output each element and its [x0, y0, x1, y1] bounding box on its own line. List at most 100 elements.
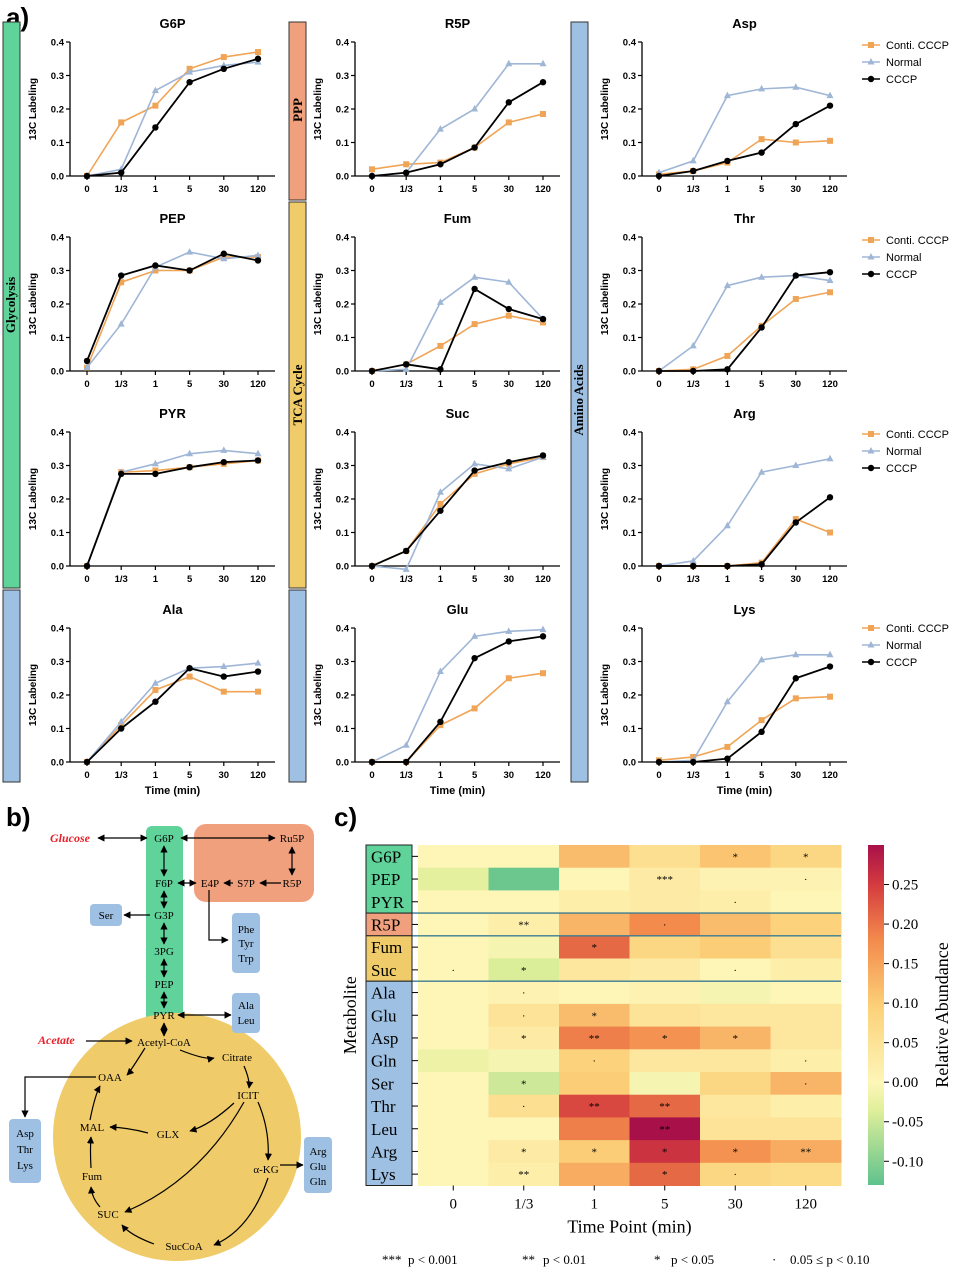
heatmap-cell [770, 1140, 842, 1164]
row-label-asp: Asp [371, 1029, 398, 1048]
x-tick-label: 1 [153, 184, 159, 195]
x-axis-label: Time (min) [430, 785, 486, 797]
data-point-conti [471, 470, 478, 477]
heatmap-cell [629, 981, 701, 1005]
glucose-label: Glucose [50, 831, 91, 845]
data-point-conti [792, 295, 799, 302]
col-label: 5 [661, 1197, 669, 1213]
data-point-cccp [792, 675, 799, 682]
heatmap-cell [559, 913, 630, 937]
y-tick-label: 0.4 [623, 428, 637, 439]
x-tick-label: 0 [656, 574, 661, 585]
data-point-normal [436, 488, 444, 495]
data-point-normal [723, 521, 731, 529]
y-tick-label: 0.3 [51, 71, 64, 82]
y-axis-label: 13C Labeling [313, 468, 324, 530]
acetylcoa-node: Acetyl-CoA [137, 1037, 191, 1049]
data-point-conti [437, 501, 444, 508]
series-line-normal [86, 251, 259, 369]
series-line-normal [658, 86, 831, 174]
heatmap-cell [629, 1072, 701, 1096]
akg-node: α-KG [253, 1164, 278, 1176]
col-label: 30 [728, 1197, 743, 1213]
heatmap-cell [418, 935, 489, 959]
data-point-conti [152, 267, 159, 274]
row-label-ser: Ser [371, 1074, 394, 1093]
heatmap-cell [700, 981, 771, 1005]
amino-bar-left [2, 589, 21, 783]
row-label-lys: Lys [371, 1165, 396, 1184]
heatmap-cell [559, 845, 630, 869]
data-point-cccp [471, 467, 478, 474]
tca-bar [288, 201, 307, 589]
heatmap-cell [488, 1003, 560, 1028]
series-line-cccp [86, 57, 259, 177]
heatmap-cell [700, 1049, 771, 1073]
y-tick-label: 0.3 [51, 657, 64, 668]
data-point-cccp [655, 562, 663, 570]
heatmap-cell [629, 913, 701, 937]
significance-mark: · [522, 988, 526, 1000]
y-tick-label: 0.0 [623, 562, 636, 573]
data-point-conti [437, 722, 444, 729]
data-point-conti [152, 467, 159, 474]
heatmap-cell [418, 1094, 489, 1118]
data-point-normal [689, 341, 697, 349]
legend-label-normal: Normal [886, 446, 921, 458]
colorbar [868, 845, 884, 1185]
heatmap-cell [488, 935, 560, 959]
heatmap-cell [700, 1140, 771, 1164]
data-point-normal [220, 662, 228, 670]
data-point-conti [827, 693, 833, 700]
data-point-cccp [186, 267, 193, 274]
x-tick-label: 1 [725, 770, 731, 781]
y-axis-label: 13C Labeling [313, 78, 324, 140]
data-point-conti [118, 279, 125, 286]
col-label: 1/3 [514, 1197, 533, 1213]
ppp-bar [288, 21, 307, 201]
heatmap-cell [418, 981, 489, 1005]
ru5p-node: Ru5P [280, 833, 304, 845]
data-point-cccp [437, 718, 444, 725]
y-tick-label: 0.0 [51, 562, 64, 573]
heatmap-cell [629, 1094, 701, 1118]
y-tick-label: 0.3 [336, 266, 349, 277]
data-point-cccp [254, 457, 262, 464]
series-line-cccp [371, 287, 544, 372]
x-tick-label: 1/3 [115, 770, 128, 781]
significance-mark: * [521, 1078, 527, 1090]
y-tick-label: 0.1 [623, 333, 637, 344]
chart-title: PYR [159, 406, 186, 421]
heatmap-cell [559, 1140, 630, 1164]
y-tick-label: 0.0 [336, 562, 349, 573]
x-tick-label: 1 [438, 770, 444, 781]
data-point-conti [505, 119, 512, 126]
series-line-conti-cccp [658, 291, 831, 372]
legend-label-normal: Normal [886, 252, 921, 264]
y-tick-label: 0.4 [51, 38, 65, 49]
data-point-normal [539, 59, 547, 67]
x-tick-label: 120 [822, 379, 838, 390]
heatmap-cell [629, 958, 701, 982]
data-point-normal [117, 717, 125, 725]
data-point-normal [151, 459, 159, 467]
heatmap-cell [770, 1026, 842, 1050]
line-charts: G6P 0.0 0.1 0.2 0.3 0.4 0 1/3 1 5 30 120 13C Labelin… [28, 16, 847, 797]
data-point-cccp [826, 102, 834, 109]
heatmap-cell [629, 1140, 701, 1164]
data-point-normal [436, 667, 444, 675]
sig0-text: 0.05 ≤ p < 0.10 [790, 1252, 869, 1267]
significance-mark: · [733, 1169, 737, 1181]
x-tick-label: 30 [504, 184, 515, 195]
row-label-glu: Glu [371, 1006, 397, 1025]
heatmap-cell [418, 1140, 489, 1164]
x-tick-label: 5 [472, 184, 478, 195]
x-tick-label: 0 [656, 379, 661, 390]
y-tick-label: 0.0 [51, 172, 64, 183]
data-point-normal [254, 449, 262, 457]
y-tick-label: 0.2 [51, 495, 64, 506]
row-label-gln: Gln [371, 1052, 397, 1071]
data-point-conti [255, 49, 261, 56]
x-tick-label: 0 [84, 184, 89, 195]
data-point-cccp [254, 257, 262, 264]
